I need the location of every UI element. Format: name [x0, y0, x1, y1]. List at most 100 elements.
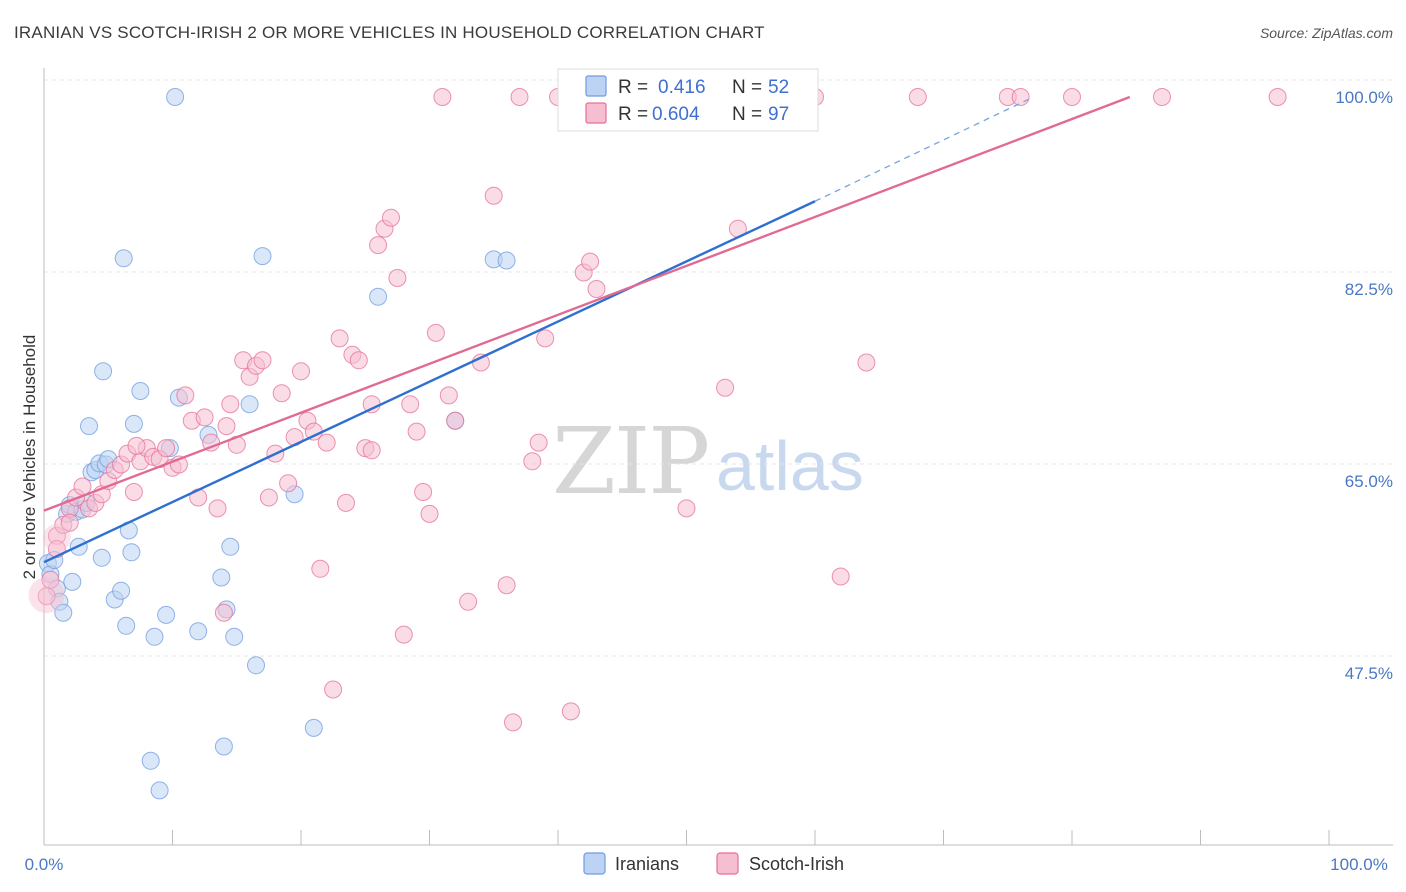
point-scotch-irish [292, 362, 310, 381]
top-legend: R = 0.416 N = 52 R = 0.604 N = 97 [557, 68, 819, 132]
point-iranians [124, 414, 143, 433]
point-scotch-irish [388, 269, 407, 287]
point-scotch-irish [382, 208, 400, 227]
point-scotch-irish [253, 351, 272, 370]
point-scotch-irish [330, 329, 349, 348]
point-scotch-irish [1153, 88, 1171, 106]
point-iranians [94, 362, 113, 381]
point-scotch-irish [311, 559, 330, 578]
point-scotch-irish [195, 408, 214, 427]
point-iranians [54, 603, 73, 622]
point-scotch-irish [124, 483, 143, 501]
point-scotch-irish [446, 411, 465, 430]
point-scotch-irish [831, 567, 850, 586]
point-cluster-scotch-irish [28, 577, 65, 614]
point-iranians [225, 627, 244, 646]
point-scotch-irish [221, 395, 240, 414]
point-scotch-irish [362, 441, 381, 460]
point-scotch-irish [349, 351, 368, 370]
legend-r-label-scotch-irish: R = [618, 104, 648, 125]
point-scotch-irish [504, 713, 522, 732]
point-scotch-irish [529, 433, 548, 452]
point-iranians [247, 656, 265, 675]
bottom-legend-label-iranians: Iranians [615, 854, 679, 874]
point-iranians [145, 627, 164, 646]
point-scotch-irish [362, 395, 381, 414]
trend-lines [43, 95, 1131, 564]
point-scotch-irish [259, 488, 278, 507]
point-scotch-irish [279, 474, 298, 493]
watermark-atlas: atlas [716, 427, 864, 505]
trend-line-scotch-irish [43, 95, 1131, 512]
y-tick-labels: 100.0% 82.5% 65.0% 47.5% [1335, 88, 1393, 683]
point-scotch-irish [561, 702, 580, 721]
y-tick-label: 65.0% [1345, 472, 1393, 491]
bottom-legend-label-scotch-irish: Scotch-Irish [749, 854, 844, 874]
point-iranians [141, 751, 160, 770]
watermark: ZIP atlas [552, 408, 864, 515]
point-scotch-irish [536, 329, 555, 348]
point-scotch-irish [1268, 88, 1287, 106]
point-scotch-irish [60, 513, 79, 532]
point-scotch-irish [677, 499, 696, 518]
watermark-zip: ZIP [552, 408, 708, 515]
point-iranians [112, 581, 131, 600]
point-scotch-irish [426, 323, 445, 342]
point-scotch-irish [420, 504, 439, 523]
point-iranians [240, 395, 259, 414]
point-scotch-irish [716, 378, 735, 397]
point-iranians [114, 249, 133, 268]
point-scotch-irish [272, 384, 291, 403]
point-iranians [63, 572, 82, 591]
chart-source: Source: ZipAtlas.com [1260, 25, 1393, 41]
point-iranians [117, 616, 136, 635]
point-scotch-irish [414, 483, 433, 501]
legend-swatch-scotch-irish [585, 102, 607, 124]
bottom-legend-swatch-iranians [583, 852, 606, 875]
point-iranians [131, 382, 150, 400]
point-scotch-irish [337, 493, 355, 512]
legend-r-value-scotch-irish: 0.604 [652, 104, 700, 125]
point-scotch-irish [523, 452, 542, 471]
point-iranians [212, 568, 231, 587]
point-scotch-irish [857, 353, 876, 372]
point-scotch-irish [176, 386, 195, 405]
point-scotch-irish [394, 625, 413, 644]
point-scotch-irish [587, 280, 606, 298]
point-scotch-irish [439, 386, 458, 405]
point-iranians [80, 417, 98, 436]
point-iranians [253, 247, 272, 266]
point-scotch-irish [484, 186, 503, 205]
point-iranians [157, 605, 176, 624]
chart-title: IRANIAN VS SCOTCH-IRISH 2 OR MORE VEHICL… [14, 23, 765, 42]
point-scotch-irish [369, 236, 388, 255]
point-iranians [92, 548, 111, 567]
point-scotch-irish [407, 422, 426, 441]
y-tick-label: 100.0% [1335, 88, 1393, 107]
point-scotch-irish [581, 252, 600, 271]
point-iranians [189, 622, 208, 641]
legend-r-label-iranians: R = [618, 77, 648, 98]
point-scotch-irish [497, 576, 516, 595]
point-scotch-irish [217, 417, 236, 436]
point-scotch-irish [401, 395, 420, 414]
legend-n-label-scotch-irish: N = [732, 104, 762, 125]
point-iranians [214, 737, 233, 756]
point-scotch-irish [324, 680, 343, 699]
point-iranians [369, 287, 388, 306]
x-tick-label-min: 0.0% [25, 855, 64, 874]
point-scotch-irish [127, 436, 146, 455]
point-iranians [166, 88, 185, 106]
scatter-points [28, 88, 1287, 800]
point-scotch-irish [157, 439, 176, 458]
point-iranians [221, 537, 240, 556]
legend-r-value-iranians: 0.416 [658, 77, 706, 98]
legend-swatch-iranians [585, 75, 607, 97]
point-scotch-irish [214, 603, 233, 622]
point-scotch-irish [510, 88, 529, 106]
point-scotch-irish [433, 88, 452, 106]
point-scotch-irish [1011, 88, 1030, 106]
point-scotch-irish [41, 570, 60, 589]
trend-line-iranians-extension [814, 96, 1034, 202]
